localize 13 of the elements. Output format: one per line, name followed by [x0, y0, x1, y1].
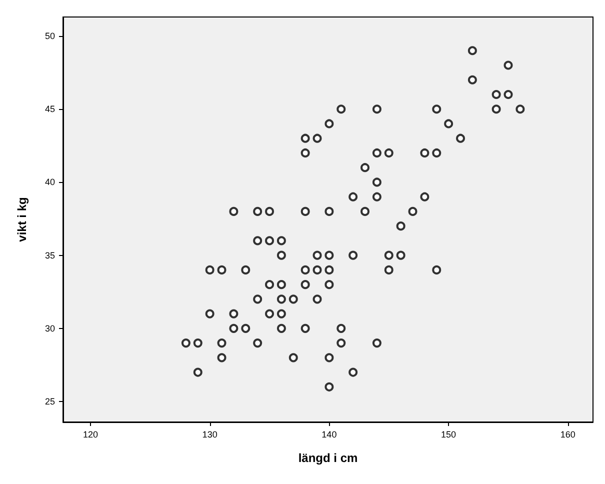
- y-tick-label: 30: [44, 323, 55, 334]
- y-tick-label: 45: [44, 104, 55, 114]
- y-tick-label: 40: [44, 177, 55, 188]
- y-tick-label: 35: [44, 250, 55, 260]
- x-axis-title: längd i cm: [298, 451, 358, 465]
- x-tick-label: 120: [82, 430, 98, 440]
- y-tick-label: 50: [44, 31, 55, 42]
- y-axis-title: vikt i kg: [15, 197, 29, 242]
- x-tick-label: 160: [560, 430, 576, 440]
- x-tick-label: 130: [202, 430, 218, 440]
- y-tick-label: 25: [44, 396, 55, 407]
- x-tick-label: 140: [322, 430, 337, 440]
- x-tick-label: 150: [441, 430, 456, 440]
